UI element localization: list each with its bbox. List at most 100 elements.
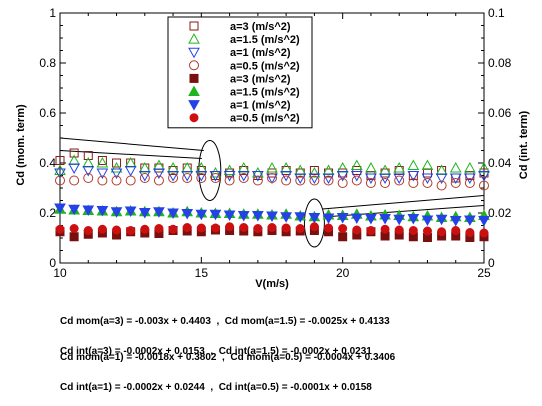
data-point (181, 209, 194, 220)
data-point (393, 161, 406, 173)
data-point (140, 224, 150, 234)
data-point (421, 173, 434, 185)
data-point (408, 178, 419, 188)
y-left-tick-label: 0.8 (39, 56, 56, 70)
data-point (54, 203, 66, 215)
y-right-tick-label: 0 (488, 256, 495, 270)
data-point (322, 173, 335, 185)
data-point (437, 227, 447, 237)
data-point (112, 158, 122, 168)
series-2 (54, 163, 490, 185)
data-point (380, 224, 390, 234)
callout-ellipse (198, 140, 222, 201)
data-point (478, 216, 490, 227)
data-point (380, 178, 391, 188)
int-equation-line-1: Cd int(a=3) = -0.0002x + 0.0153 , Cd int… (60, 346, 372, 357)
series-3 (55, 173, 489, 191)
data-point (336, 213, 349, 224)
data-point (112, 225, 122, 235)
data-point (464, 215, 476, 227)
data-point (393, 214, 406, 226)
data-point (126, 226, 136, 235)
data-point (223, 171, 236, 182)
data-point (97, 175, 108, 186)
data-point (337, 178, 348, 188)
legend-label: a=1.5 (m/s^2) (230, 34, 300, 46)
axis-ticks: 10 15 20 2500.20.40.60.8100.020.040.060.080… (39, 6, 511, 280)
data-point (435, 214, 448, 226)
legend-marker (189, 73, 199, 83)
callout-line (322, 195, 485, 210)
data-point (350, 159, 363, 170)
y-axis-right-title: Cd (int. term) (518, 110, 530, 179)
x-tick-label: 20 (336, 266, 350, 280)
data-point (365, 178, 376, 188)
legend-label: a=3 (m/s^2) (230, 21, 291, 33)
data-point (252, 211, 264, 222)
data-point (422, 226, 432, 236)
y-left-tick-label: 0 (49, 256, 56, 270)
y-axis-left-title: Cd (mom. term) (15, 104, 27, 186)
data-point (323, 175, 334, 186)
y-right-tick-label: 0.02 (488, 206, 512, 220)
data-point (124, 206, 137, 218)
data-point (350, 213, 363, 225)
data-point (110, 168, 123, 180)
data-point (181, 171, 194, 182)
data-point (422, 168, 432, 178)
data-point (421, 159, 434, 170)
callout-line (59, 150, 202, 159)
legend-marker (188, 33, 200, 44)
legend-box (167, 16, 313, 129)
data-point (125, 175, 136, 186)
data-point (379, 173, 391, 185)
data-point (324, 223, 334, 233)
data-point (167, 208, 179, 220)
data-point (238, 173, 249, 183)
legend-marker (189, 113, 199, 123)
data-point (196, 173, 207, 183)
data-point (350, 171, 363, 182)
data-point (365, 214, 377, 225)
data-point (154, 224, 164, 233)
y-left-tick-label: 1 (49, 6, 56, 20)
data-point (478, 171, 490, 182)
data-point (421, 215, 434, 227)
data-point (450, 178, 461, 188)
data-point (294, 173, 307, 185)
y-left-tick-label: 0.6 (39, 106, 56, 120)
data-point (322, 213, 335, 225)
data-point (379, 214, 391, 225)
data-point (407, 171, 420, 182)
data-point (295, 224, 305, 233)
data-point (436, 180, 447, 191)
data-point (366, 226, 376, 235)
data-point (394, 225, 404, 235)
data-point (182, 223, 192, 232)
data-point (97, 224, 107, 234)
data-point (338, 224, 348, 233)
data-point (153, 175, 164, 186)
mom-equation-line-1: Cd mom(a=3) = -0.003x + 0.4403 , Cd mom(… (60, 316, 390, 327)
data-point (210, 223, 220, 233)
legend-marker (189, 21, 199, 31)
scatter-chart: 10 15 20 2500.20.40.60.8100.020.040.060.080… (15, 6, 530, 290)
data-point (464, 178, 475, 188)
series-6 (54, 203, 490, 227)
data-point (124, 166, 137, 177)
data-point (294, 212, 307, 223)
data-point (267, 168, 277, 178)
legend-label: a=1 (m/s^2) (230, 100, 291, 112)
data-point (68, 163, 80, 175)
data-point (449, 161, 462, 173)
callout-ellipse (303, 198, 325, 248)
data-point (182, 173, 193, 183)
data-point (55, 224, 65, 234)
data-point (408, 226, 418, 235)
data-point (267, 223, 277, 232)
data-point (138, 208, 151, 219)
data-point (479, 180, 489, 191)
data-point (139, 173, 150, 183)
data-point (281, 175, 292, 186)
data-point (54, 168, 66, 180)
